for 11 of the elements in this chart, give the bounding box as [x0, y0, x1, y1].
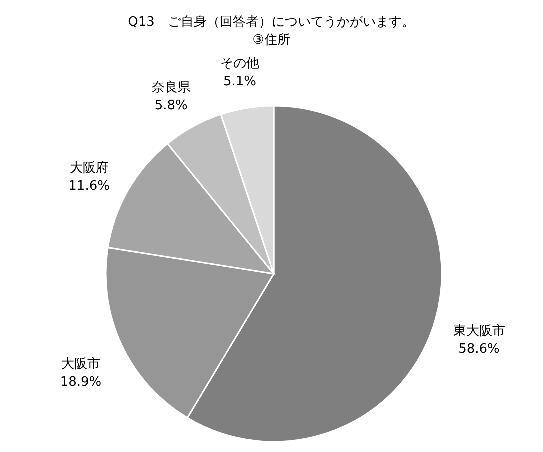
slice-label: その他 — [220, 56, 260, 72]
data-label: 11.6% — [68, 178, 110, 194]
slice-label: 大阪府 — [70, 160, 109, 176]
slice-label: 東大阪市 — [453, 324, 506, 339]
chart-title: Q13 ご自身（回答者）についてうかがいます。 ③住所 — [128, 15, 415, 48]
data-label: 58.6% — [458, 342, 500, 357]
data-label: 5.8% — [154, 98, 188, 114]
data-label: 18.9% — [60, 375, 102, 390]
slice-label: 奈良県 — [152, 80, 191, 96]
data-label: 5.1% — [224, 74, 257, 90]
slice-label: 大阪市 — [61, 357, 100, 372]
